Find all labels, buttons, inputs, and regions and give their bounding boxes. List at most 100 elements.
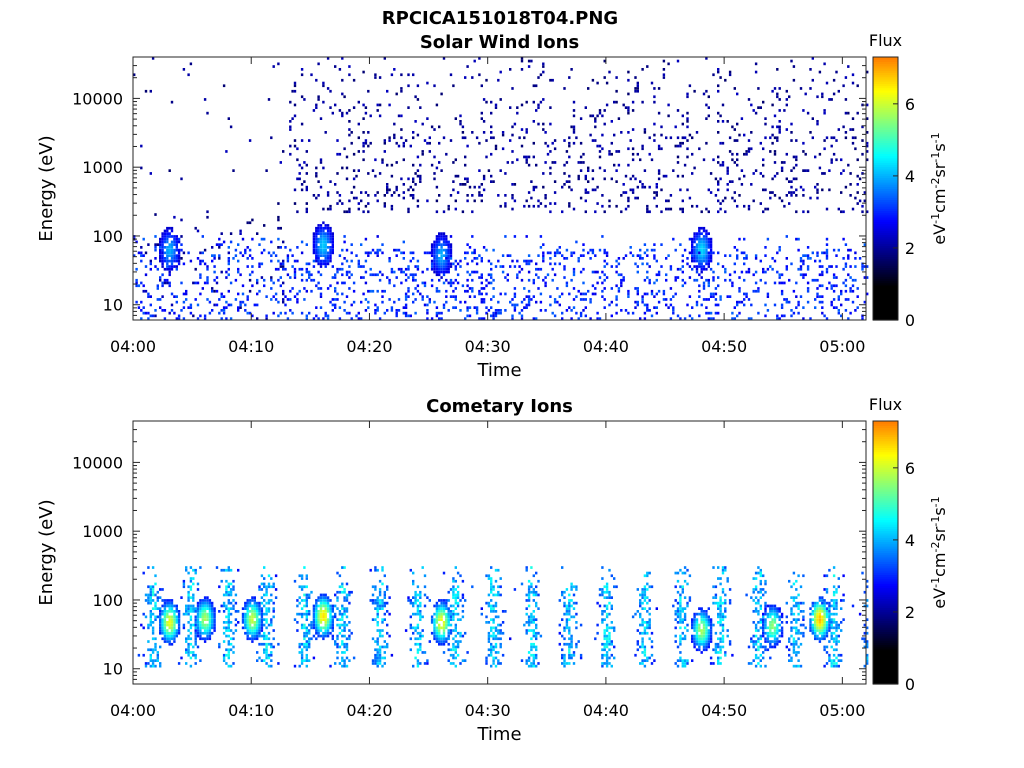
heatmap-cell bbox=[832, 306, 836, 309]
heatmap-cell bbox=[799, 87, 803, 90]
heatmap-cell bbox=[159, 257, 162, 260]
heatmap-cell bbox=[300, 188, 304, 192]
heatmap-cell bbox=[438, 289, 441, 293]
heatmap-cell bbox=[270, 278, 273, 282]
colorbar-segment bbox=[873, 133, 898, 137]
heatmap-cell bbox=[412, 612, 415, 616]
heatmap-cell bbox=[643, 653, 647, 657]
heatmap-cell bbox=[400, 281, 403, 285]
heatmap-cell bbox=[492, 180, 495, 183]
heatmap-cell bbox=[700, 257, 703, 260]
heatmap-cell bbox=[409, 626, 412, 630]
heatmap-cell bbox=[149, 303, 152, 307]
heatmap-cell bbox=[369, 568, 372, 572]
heatmap-cell bbox=[667, 254, 670, 257]
heatmap-cell bbox=[345, 248, 349, 252]
heatmap-cell bbox=[738, 289, 741, 293]
heatmap-cell bbox=[161, 262, 164, 266]
heatmap-cell bbox=[494, 311, 498, 315]
heatmap-cell bbox=[615, 100, 618, 104]
heatmap-cell bbox=[492, 607, 495, 610]
heatmap-cell bbox=[241, 621, 245, 624]
heatmap-cell bbox=[605, 662, 609, 665]
heatmap-cell bbox=[149, 621, 152, 624]
heatmap-cell bbox=[222, 306, 226, 309]
heatmap-cell bbox=[544, 284, 547, 288]
heatmap-cell bbox=[527, 59, 531, 63]
heatmap-cell bbox=[246, 610, 249, 613]
heatmap-cell bbox=[305, 172, 308, 175]
heatmap-cell bbox=[329, 604, 332, 608]
heatmap-cell bbox=[173, 623, 176, 627]
heatmap-cell bbox=[572, 207, 576, 211]
heatmap-cell bbox=[381, 568, 384, 572]
heatmap-cell bbox=[319, 251, 323, 255]
heatmap-cell bbox=[861, 204, 864, 208]
heatmap-cell bbox=[802, 306, 805, 309]
heatmap-cell bbox=[194, 226, 197, 230]
heatmap-cell bbox=[605, 656, 609, 660]
heatmap-cell bbox=[603, 645, 606, 649]
heatmap-cell bbox=[499, 642, 502, 646]
heatmap-cell bbox=[523, 298, 526, 301]
heatmap-cell bbox=[300, 267, 304, 271]
heatmap-cell bbox=[430, 246, 434, 249]
heatmap-cell bbox=[409, 251, 412, 255]
heatmap-cell bbox=[142, 306, 145, 309]
colorbar-segment bbox=[873, 89, 898, 93]
heatmap-cell bbox=[497, 659, 500, 662]
heatmap-cell bbox=[490, 152, 493, 156]
heatmap-cell bbox=[695, 235, 699, 238]
heatmap-cell bbox=[317, 248, 320, 252]
heatmap-cell bbox=[598, 150, 602, 153]
heatmap-cell bbox=[258, 656, 261, 660]
heatmap-cell bbox=[816, 295, 819, 298]
heatmap-cell bbox=[778, 276, 781, 279]
heatmap-cell bbox=[341, 659, 344, 662]
heatmap-cell bbox=[246, 626, 249, 630]
heatmap-cell bbox=[218, 298, 221, 301]
heatmap-cell bbox=[232, 579, 235, 583]
heatmap-cell bbox=[698, 240, 701, 244]
heatmap-cell bbox=[442, 267, 446, 271]
heatmap-cell bbox=[461, 615, 465, 619]
heatmap-cell bbox=[525, 303, 528, 307]
heatmap-cell bbox=[511, 194, 514, 197]
heatmap-cell bbox=[383, 194, 386, 197]
heatmap-cell bbox=[199, 273, 202, 277]
heatmap-cell bbox=[282, 262, 285, 266]
heatmap-cell bbox=[624, 254, 628, 257]
heatmap-cell bbox=[300, 623, 304, 627]
heatmap-cell bbox=[227, 599, 230, 602]
heatmap-cell bbox=[622, 257, 625, 260]
heatmap-cell bbox=[695, 300, 699, 304]
heatmap-cell bbox=[757, 311, 760, 315]
heatmap-cell bbox=[324, 232, 327, 235]
heatmap-cell bbox=[440, 270, 443, 274]
heatmap-cell bbox=[412, 73, 415, 77]
heatmap-cell bbox=[733, 128, 736, 131]
heatmap-cell bbox=[492, 287, 495, 290]
heatmap-cell bbox=[717, 120, 720, 123]
colorbar-segment bbox=[873, 304, 898, 308]
heatmap-cell bbox=[341, 634, 344, 638]
heatmap-cell bbox=[487, 259, 491, 263]
heatmap-cell bbox=[700, 226, 703, 230]
heatmap-cell bbox=[414, 642, 417, 646]
heatmap-cell bbox=[568, 612, 571, 616]
heatmap-cell bbox=[596, 623, 599, 627]
heatmap-cell bbox=[490, 604, 493, 608]
heatmap-cell bbox=[433, 300, 436, 304]
heatmap-cell bbox=[371, 662, 375, 665]
heatmap-cell bbox=[816, 251, 819, 255]
heatmap-cell bbox=[341, 248, 344, 252]
heatmap-cell bbox=[726, 169, 729, 172]
heatmap-cell bbox=[603, 248, 606, 252]
heatmap-cell bbox=[416, 585, 420, 589]
heatmap-cell bbox=[485, 601, 488, 605]
heatmap-cell bbox=[300, 251, 304, 255]
heatmap-cell bbox=[821, 284, 824, 288]
heatmap-cell bbox=[738, 300, 741, 304]
colorbar-segment bbox=[873, 289, 898, 293]
heatmap-cell bbox=[166, 640, 169, 643]
